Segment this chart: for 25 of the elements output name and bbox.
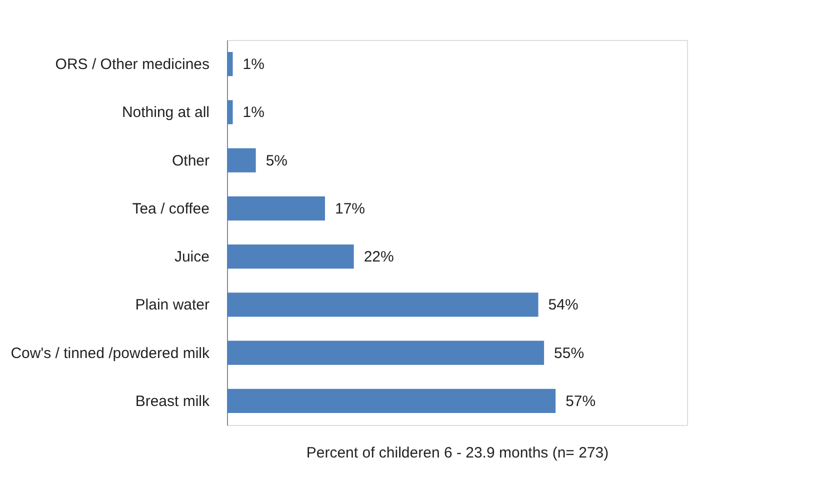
data-label: 5% (266, 152, 288, 170)
bar (227, 100, 233, 124)
y-tick-label: Nothing at all (122, 104, 210, 122)
data-label: 57% (566, 392, 596, 410)
data-label: 17% (334, 200, 366, 218)
y-tick-label: Plain water (135, 296, 210, 314)
y-tick-label: ORS / Other medicines (55, 56, 210, 74)
bar (227, 148, 256, 172)
data-label: 54% (548, 296, 578, 314)
data-label: 55% (554, 344, 584, 362)
bar (227, 244, 354, 269)
data-label: 22% (364, 248, 394, 266)
y-tick-label: Juice (174, 248, 210, 266)
y-tick-label: Cow's / tinned /powdered milk (10, 344, 210, 362)
y-tick-label: Tea / coffee (132, 200, 210, 218)
bar (227, 292, 538, 317)
y-tick-label: Breast milk (135, 392, 210, 410)
bar (227, 52, 233, 76)
y-tick-label: Other (172, 152, 210, 170)
x-axis-title: Percent of childeren 6 - 23.9 months (n= 273) (306, 444, 609, 462)
bar (227, 196, 325, 220)
data-label: 1% (242, 104, 264, 122)
data-label: 1% (242, 56, 264, 74)
bar (227, 388, 556, 413)
bar (227, 340, 544, 365)
